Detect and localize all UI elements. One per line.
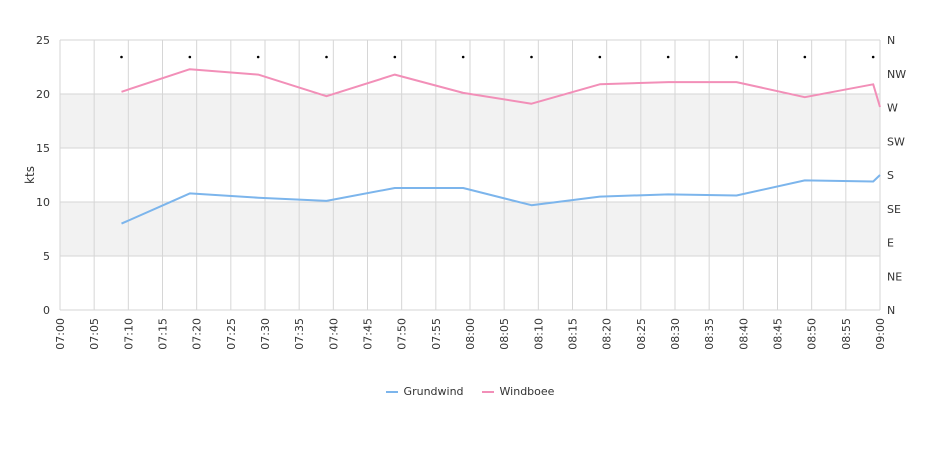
legend-swatch-grundwind xyxy=(385,390,398,393)
y-tick-label: 10 xyxy=(36,196,50,209)
direction-marker xyxy=(803,55,807,59)
x-tick-label: 07:35 xyxy=(293,318,306,350)
x-tick-label: 07:30 xyxy=(259,318,272,350)
x-tick-label: 08:35 xyxy=(703,318,716,350)
y-axis-label: kts xyxy=(23,166,37,184)
x-tick-label: 09:00 xyxy=(874,318,887,350)
x-tick-label: 08:25 xyxy=(635,318,648,350)
x-axis-ticks: 07:00 07:05 07:10 07:15 07:20 07:25 07:30 07:35… xyxy=(54,318,887,350)
series-line-windboee xyxy=(121,68,881,108)
x-tick-label: 08:05 xyxy=(498,318,511,350)
x-tick-label: 07:40 xyxy=(327,318,340,350)
direction-marker xyxy=(188,55,192,59)
direction-marker xyxy=(120,55,123,59)
y-tick-label: 5 xyxy=(43,250,50,263)
x-tick-label: 07:05 xyxy=(88,318,101,350)
legend-swatch-windboee xyxy=(481,390,494,393)
x-tick-label: 08:30 xyxy=(669,318,682,350)
y-axis-ticks: 0 5 10 15 20 25 xyxy=(36,34,50,317)
y-tick-label: 25 xyxy=(36,34,50,47)
right-axis-label: SW xyxy=(887,135,905,148)
direction-marker xyxy=(666,55,670,59)
right-axis-label: N xyxy=(887,34,895,47)
direction-marker xyxy=(393,55,397,59)
x-tick-label: 08:00 xyxy=(464,318,477,350)
right-axis-label: E xyxy=(887,237,894,250)
direction-marker xyxy=(871,55,875,59)
direction-marker xyxy=(735,55,738,59)
x-tick-label: 07:10 xyxy=(122,318,135,350)
right-axis-label: N xyxy=(887,304,895,317)
legend: Grundwind Windboee xyxy=(0,385,940,398)
y-tick-label: 0 xyxy=(43,304,50,317)
direction-markers xyxy=(120,55,875,59)
direction-marker xyxy=(530,55,533,59)
right-axis-direction-ticks: N NE E SE S SW W NW N xyxy=(887,34,906,317)
direction-marker xyxy=(256,55,260,59)
right-axis-label: W xyxy=(887,102,898,115)
legend-item-grundwind[interactable]: Grundwind xyxy=(385,385,464,398)
right-axis-label: S xyxy=(887,169,894,182)
x-tick-label: 07:15 xyxy=(157,318,170,350)
right-axis-label: NW xyxy=(887,68,906,81)
x-tick-label: 07:20 xyxy=(191,318,204,350)
series-line-grundwind xyxy=(121,174,881,225)
direction-marker xyxy=(325,55,328,59)
right-axis-label: NE xyxy=(887,270,902,283)
x-tick-label: 08:10 xyxy=(532,318,545,350)
legend-label-grundwind: Grundwind xyxy=(403,385,464,398)
vertical-gridlines xyxy=(59,40,881,310)
right-axis-label: SE xyxy=(887,203,901,216)
x-tick-label: 08:50 xyxy=(806,318,819,350)
y-tick-label: 20 xyxy=(36,88,50,101)
x-tick-label: 07:50 xyxy=(396,318,409,350)
x-tick-label: 08:15 xyxy=(567,318,580,350)
x-tick-label: 07:00 xyxy=(54,318,67,350)
x-tick-label: 08:20 xyxy=(601,318,614,350)
y-tick-label: 15 xyxy=(36,142,50,155)
x-tick-label: 08:40 xyxy=(737,318,750,350)
direction-marker xyxy=(461,55,465,59)
horizontal-gridlines xyxy=(60,39,880,311)
legend-label-windboee: Windboee xyxy=(499,385,555,398)
x-tick-label: 08:45 xyxy=(772,318,785,350)
legend-item-windboee[interactable]: Windboee xyxy=(481,385,555,398)
x-tick-label: 07:55 xyxy=(430,318,443,350)
direction-marker xyxy=(598,55,602,59)
x-tick-label: 08:55 xyxy=(840,318,853,350)
x-tick-label: 07:45 xyxy=(362,318,375,350)
series-lines xyxy=(121,68,881,225)
x-tick-label: 07:25 xyxy=(225,318,238,350)
